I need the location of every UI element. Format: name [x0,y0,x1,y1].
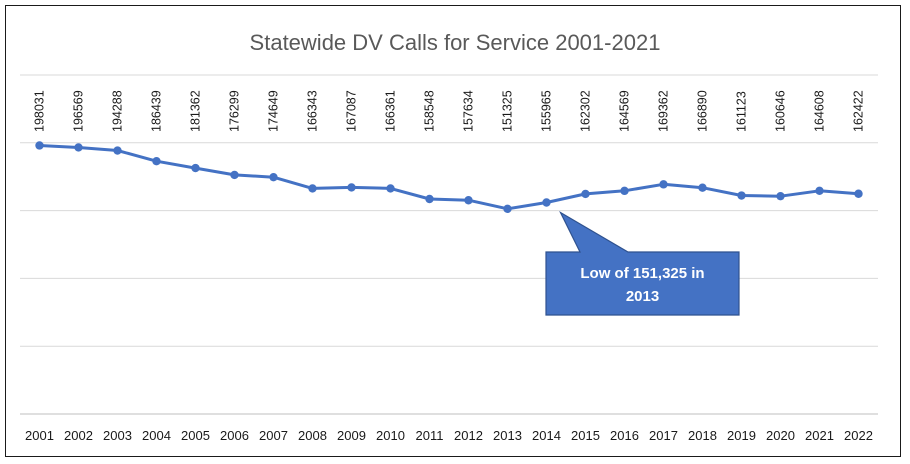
data-point [386,184,395,193]
x-tick-label: 2014 [532,428,561,443]
data-point [620,186,629,196]
data-point [308,184,317,193]
data-label: 155965 [540,90,554,132]
data-labels-group: 198031 196569 194288 186439 181362 176299 1746… [33,90,866,132]
data-label: 186439 [150,90,164,132]
x-tick-label: 2018 [688,428,717,443]
x-tick-label: 2012 [454,428,483,443]
x-tick-label: 2010 [376,428,405,443]
series-line [39,144,859,211]
callout-shape [545,210,740,316]
data-label: 166343 [306,90,320,132]
data-label: 162302 [579,90,593,132]
x-tick-label: 2013 [493,428,522,443]
data-point [74,143,83,152]
data-point [464,196,473,205]
data-label: 166361 [384,90,398,132]
data-point [152,156,161,166]
data-point [854,189,863,198]
x-tick-label: 2016 [610,428,639,443]
data-point [35,141,44,150]
data-label: 174649 [267,90,281,132]
data-point [425,194,434,204]
data-point [542,198,551,207]
gridlines [20,74,878,415]
data-label: 164569 [618,90,632,132]
data-point [698,183,707,192]
data-label: 151325 [501,90,515,132]
data-label: 158548 [423,90,437,132]
x-tick-label: 2015 [571,428,600,443]
x-tick-label: 2011 [416,428,444,443]
x-tick-label: 2021 [805,428,834,443]
data-point [347,183,356,192]
callout-text-line1: Low of 151,325 in [580,265,704,282]
x-tick-label: 2022 [844,428,873,443]
x-tick-label: 2008 [298,428,327,443]
data-label: 196569 [72,90,86,132]
chart-title: Statewide DV Calls for Service 2001-2021 [250,30,661,55]
data-point [815,186,824,195]
x-tick-label: 2017 [649,428,678,443]
x-tick-label: 2005 [181,428,210,443]
data-point [191,163,200,173]
data-label: 162422 [852,90,866,132]
callout-text-line2: 2013 [626,288,659,305]
x-tick-label: 2001 [25,428,54,443]
data-point [230,170,239,180]
data-label: 160646 [774,90,788,132]
data-label: 157634 [462,90,476,132]
data-point [581,189,590,199]
x-tick-label: 2007 [259,428,288,443]
data-point [776,191,785,201]
series-group [35,141,863,214]
data-label: 198031 [33,90,47,132]
data-point [113,146,122,155]
data-point [659,180,668,189]
x-tick-label: 2003 [103,428,132,443]
data-label: 194288 [111,90,125,132]
data-label: 166890 [696,90,710,132]
data-label: 181362 [189,90,203,132]
data-label: 176299 [228,90,242,132]
data-label: 164608 [813,90,827,132]
data-label: 169362 [657,90,671,132]
data-point [269,172,278,182]
x-axis: 2001 2002 2003 2004 2005 2006 2007 2008 2009 2010… [25,428,873,443]
data-point [503,204,512,214]
low-point-callout: Low of 151,325 in 2013 [545,210,740,316]
chart-frame [5,5,901,457]
x-tick-label: 2004 [142,428,171,443]
data-label: 161123 [735,91,749,132]
data-label: 167087 [345,90,359,132]
x-tick-label: 2020 [766,428,795,443]
x-tick-label: 2009 [337,428,366,443]
x-tick-label: 2019 [727,428,756,443]
data-point [737,191,746,200]
x-tick-label: 2006 [220,428,249,443]
x-tick-label: 2002 [64,428,93,443]
